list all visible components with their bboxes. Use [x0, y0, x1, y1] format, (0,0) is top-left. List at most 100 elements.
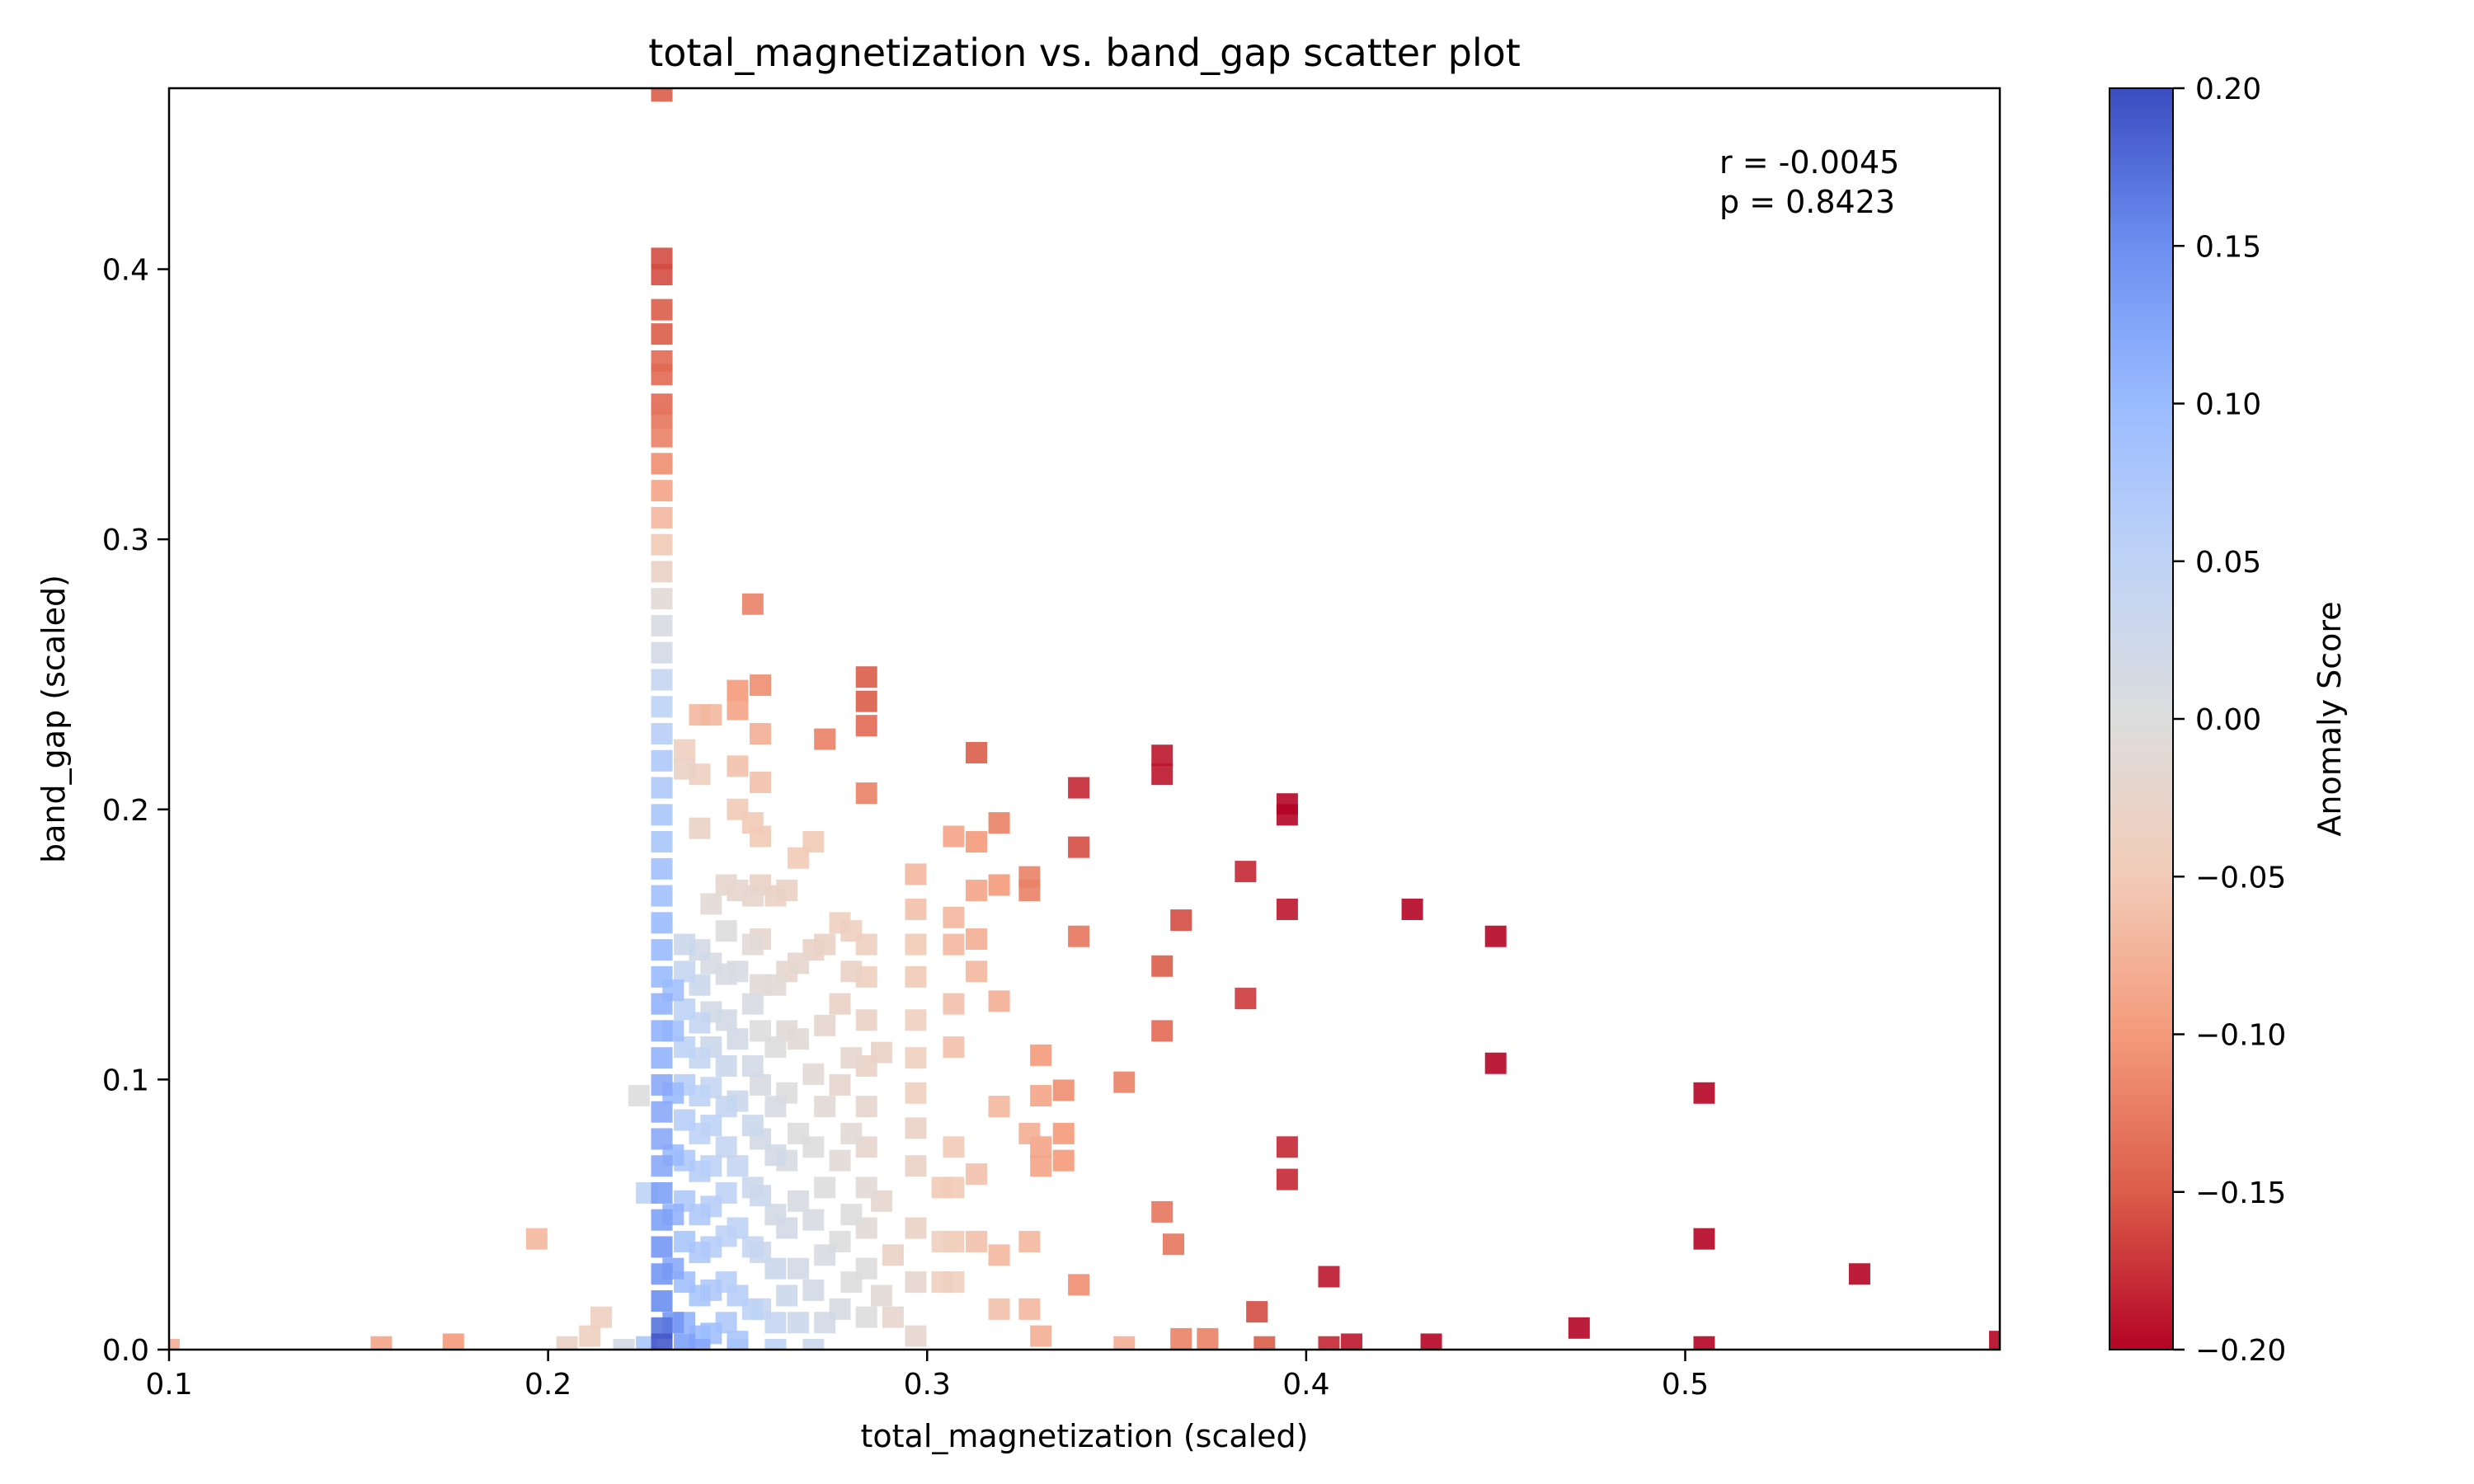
data-point: [855, 1009, 877, 1031]
data-point: [814, 1176, 836, 1199]
x-tick-label: 0.2: [524, 1368, 571, 1402]
data-point: [727, 698, 749, 721]
data-point: [905, 863, 927, 885]
data-point: [943, 906, 965, 928]
data-point: [750, 723, 772, 745]
data-point: [651, 1236, 673, 1258]
data-point: [1030, 1085, 1052, 1107]
data-point: [764, 974, 787, 996]
data-point: [966, 960, 988, 983]
data-point: [1235, 861, 1257, 883]
y-tick-label: 0.4: [102, 254, 149, 288]
data-point: [829, 993, 851, 1015]
data-point: [1693, 1228, 1715, 1250]
data-point: [1276, 898, 1298, 920]
colorbar-label: Anomaly Score: [2312, 601, 2348, 836]
data-point: [700, 1115, 722, 1137]
data-point: [943, 1271, 965, 1294]
data-point: [651, 1047, 673, 1069]
colorbar-tick-label: 0.10: [2195, 388, 2261, 422]
data-point: [651, 777, 673, 799]
data-point: [943, 993, 965, 1015]
data-point: [855, 666, 877, 688]
data-point: [787, 952, 809, 974]
data-point: [1253, 1336, 1276, 1350]
data-point: [966, 1163, 988, 1186]
data-point: [1068, 1274, 1090, 1296]
data-point: [1318, 1336, 1340, 1350]
data-point: [1401, 898, 1423, 920]
data-point: [1318, 1266, 1340, 1288]
data-point: [715, 920, 737, 942]
data-point: [651, 1333, 673, 1350]
data-point: [651, 831, 673, 853]
plot-frame: [167, 87, 2001, 1351]
data-point: [651, 614, 673, 636]
data-point: [905, 898, 927, 920]
data-point: [579, 1325, 601, 1347]
data-point: [855, 1306, 877, 1328]
data-point: [943, 933, 965, 956]
data-point: [905, 1009, 927, 1031]
data-point: [651, 965, 673, 988]
data-point: [741, 885, 764, 907]
data-point: [727, 755, 749, 777]
data-point: [966, 741, 988, 763]
data-point: [651, 425, 673, 448]
data-point: [1989, 1331, 2000, 1350]
data-point: [1276, 1136, 1298, 1158]
x-tick-label: 0.5: [1662, 1368, 1709, 1402]
data-point: [1246, 1301, 1268, 1323]
data-point: [750, 674, 772, 697]
data-point: [966, 1230, 988, 1252]
data-point: [905, 1047, 927, 1069]
data-point: [829, 1149, 851, 1172]
data-point: [700, 893, 722, 915]
colorbar-tick-label: 0.15: [2195, 230, 2261, 264]
data-point: [1693, 1082, 1715, 1104]
data-point: [764, 1339, 787, 1350]
colorbar-tick-label: −0.10: [2195, 1019, 2286, 1053]
data-point: [1420, 1333, 1442, 1350]
data-point: [840, 960, 863, 983]
data-point: [943, 1036, 965, 1059]
data-point: [715, 1136, 737, 1158]
data-point: [727, 1028, 749, 1050]
data-point: [442, 1333, 464, 1350]
data-point: [741, 993, 764, 1015]
data-point: [943, 825, 965, 848]
x-axis: 0.1 0.2 0.3 0.4 0.5: [145, 1350, 1709, 1402]
data-point: [1068, 777, 1090, 799]
data-point: [741, 1115, 764, 1137]
data-point: [871, 1041, 893, 1064]
data-point: [651, 506, 673, 528]
data-point: [727, 679, 749, 702]
data-point: [715, 1096, 737, 1118]
data-point: [1151, 1200, 1174, 1223]
data-point: [674, 1109, 696, 1131]
data-point: [764, 1312, 787, 1334]
data-point: [674, 1333, 696, 1350]
data-point: [613, 1339, 635, 1350]
y-tick-label: 0.1: [102, 1064, 149, 1097]
data-point: [370, 1336, 393, 1350]
data-point: [1018, 1122, 1041, 1144]
data-point: [802, 1063, 825, 1085]
data-point: [855, 690, 877, 712]
data-point: [651, 323, 673, 345]
data-point: [1068, 925, 1090, 947]
data-point: [674, 960, 696, 983]
data-point: [1068, 836, 1090, 858]
data-point: [966, 928, 988, 951]
data-point: [689, 817, 711, 839]
data-point: [764, 1096, 787, 1118]
data-point: [855, 1096, 877, 1118]
data-point: [1276, 1168, 1298, 1190]
data-point: [169, 1339, 180, 1350]
data-point: [1568, 1317, 1590, 1339]
data-point: [651, 1128, 673, 1150]
data-point: [651, 1263, 673, 1285]
data-point: [855, 782, 877, 805]
data-point: [741, 933, 764, 956]
data-point: [787, 1312, 809, 1334]
